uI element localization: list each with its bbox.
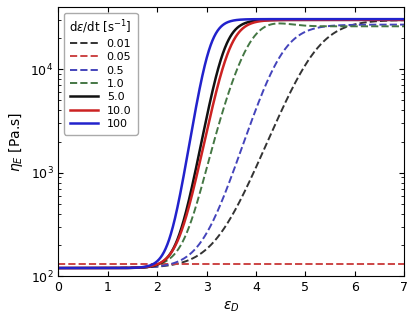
1.0 bbox=[56, 266, 61, 270]
1.0 bbox=[91, 266, 96, 270]
5.0 bbox=[208, 97, 213, 101]
0.05 bbox=[332, 263, 337, 266]
Line: 5.0: 5.0 bbox=[59, 20, 404, 268]
Line: 100: 100 bbox=[59, 19, 404, 268]
Line: 1.0: 1.0 bbox=[59, 23, 404, 268]
100 bbox=[91, 266, 96, 270]
0.5 bbox=[56, 266, 61, 270]
10.0 bbox=[332, 18, 337, 22]
1.0 bbox=[293, 23, 298, 27]
100 bbox=[325, 17, 330, 21]
0.01 bbox=[56, 266, 61, 270]
10.0 bbox=[325, 18, 330, 22]
100 bbox=[293, 17, 298, 21]
0.05 bbox=[196, 263, 201, 266]
100 bbox=[208, 43, 213, 47]
100 bbox=[56, 266, 61, 270]
0.01 bbox=[91, 266, 96, 270]
0.01 bbox=[196, 253, 201, 257]
0.05 bbox=[325, 263, 330, 266]
10.0 bbox=[91, 266, 96, 270]
5.0 bbox=[196, 156, 201, 160]
1.0 bbox=[196, 197, 201, 201]
10.0 bbox=[402, 18, 407, 22]
10.0 bbox=[293, 18, 298, 22]
0.5 bbox=[91, 266, 96, 270]
5.0 bbox=[325, 18, 330, 22]
10.0 bbox=[208, 113, 213, 117]
0.5 bbox=[332, 24, 337, 28]
Y-axis label: $\eta_E$ [Pa.s]: $\eta_E$ [Pa.s] bbox=[7, 112, 25, 172]
100 bbox=[402, 17, 407, 21]
Line: 10.0: 10.0 bbox=[59, 20, 404, 268]
10.0 bbox=[196, 167, 201, 171]
0.5 bbox=[208, 224, 213, 228]
100 bbox=[196, 94, 201, 98]
Legend: 0.01, 0.05, 0.5, 1.0, 5.0, 10.0, 100: 0.01, 0.05, 0.5, 1.0, 5.0, 10.0, 100 bbox=[64, 13, 137, 134]
5.0 bbox=[332, 18, 337, 22]
5.0 bbox=[56, 266, 61, 270]
5.0 bbox=[91, 266, 96, 270]
0.05 bbox=[208, 263, 213, 266]
0.5 bbox=[196, 244, 201, 247]
Line: 0.5: 0.5 bbox=[59, 25, 404, 268]
0.01 bbox=[402, 18, 407, 22]
0.01 bbox=[325, 36, 330, 39]
1.0 bbox=[208, 152, 213, 156]
0.05 bbox=[56, 263, 61, 266]
0.05 bbox=[293, 263, 298, 266]
Line: 0.01: 0.01 bbox=[59, 20, 404, 268]
1.0 bbox=[332, 24, 337, 28]
100 bbox=[332, 17, 337, 21]
0.01 bbox=[208, 243, 213, 247]
1.0 bbox=[402, 24, 407, 28]
1.0 bbox=[326, 24, 331, 28]
X-axis label: $\varepsilon_D$: $\varepsilon_D$ bbox=[223, 300, 239, 314]
1.0 bbox=[277, 22, 282, 25]
0.5 bbox=[325, 24, 330, 28]
0.01 bbox=[293, 80, 298, 84]
0.5 bbox=[293, 36, 298, 40]
0.5 bbox=[402, 23, 407, 27]
5.0 bbox=[402, 18, 407, 22]
5.0 bbox=[293, 18, 298, 22]
0.01 bbox=[332, 31, 337, 35]
10.0 bbox=[56, 266, 61, 270]
0.05 bbox=[91, 263, 96, 266]
0.05 bbox=[402, 263, 407, 266]
